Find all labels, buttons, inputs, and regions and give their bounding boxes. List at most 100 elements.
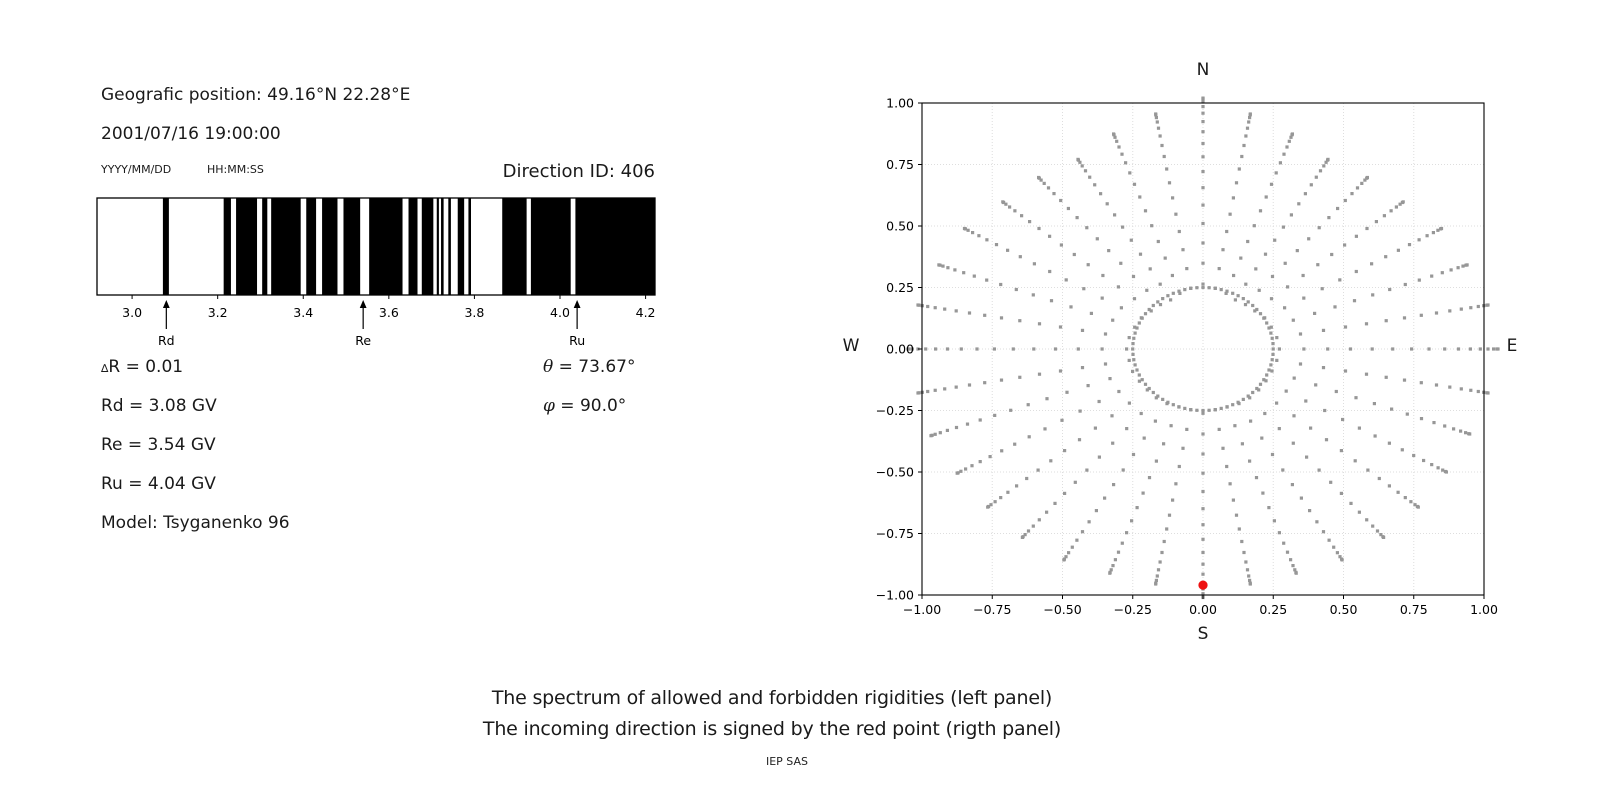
direction-dot bbox=[1093, 183, 1097, 187]
direction-dot bbox=[1264, 195, 1268, 199]
direction-dot bbox=[1195, 408, 1199, 412]
direction-dot bbox=[1201, 282, 1205, 286]
direction-dot bbox=[1417, 238, 1421, 242]
direction-dot bbox=[1151, 303, 1155, 308]
direction-dot bbox=[999, 316, 1004, 320]
direction-dot bbox=[1302, 347, 1306, 351]
direction-dot bbox=[1271, 342, 1275, 346]
direction-dot bbox=[1001, 200, 1005, 204]
direction-dot bbox=[994, 243, 999, 247]
direction-dot bbox=[1430, 274, 1434, 278]
direction-dot bbox=[1125, 347, 1129, 351]
direction-dot bbox=[1440, 271, 1444, 275]
direction-dot bbox=[1155, 574, 1159, 578]
direction-dot bbox=[1201, 170, 1205, 174]
direction-dot bbox=[1161, 297, 1165, 301]
direction-dot bbox=[1127, 401, 1131, 405]
x-tick-label: 3.6 bbox=[379, 305, 399, 320]
direction-dot bbox=[1130, 519, 1134, 523]
direction-dot bbox=[1064, 555, 1068, 559]
direction-dot bbox=[1115, 139, 1119, 143]
direction-dot bbox=[1095, 237, 1099, 241]
compass-west-label: W bbox=[842, 336, 860, 356]
direction-id-label: Direction ID: 406 bbox=[502, 161, 655, 182]
direction-dot bbox=[1237, 167, 1241, 171]
direction-dot bbox=[1006, 490, 1010, 494]
direction-dot bbox=[1121, 468, 1125, 472]
direction-dot bbox=[1069, 305, 1073, 309]
direction-dot bbox=[1161, 397, 1165, 401]
x-tick-label: 3.4 bbox=[293, 305, 313, 320]
direction-dot bbox=[1201, 523, 1205, 527]
direction-dot bbox=[1201, 130, 1205, 134]
marker-label: Re bbox=[355, 333, 371, 348]
spectrum-frame bbox=[96, 197, 656, 296]
direction-dot bbox=[1240, 442, 1244, 446]
direction-dot bbox=[999, 282, 1003, 287]
direction-dot bbox=[916, 391, 920, 395]
direction-dot bbox=[1162, 539, 1166, 544]
direction-dot bbox=[1443, 424, 1447, 428]
direction-dot bbox=[1246, 239, 1250, 244]
direction-dot bbox=[1294, 571, 1298, 575]
direction-dot bbox=[1011, 347, 1015, 351]
direction-dot bbox=[1384, 255, 1388, 259]
direction-dot bbox=[1241, 297, 1245, 301]
direction-dot bbox=[1390, 407, 1394, 411]
direction-dot bbox=[1269, 363, 1273, 367]
compass-east-label: E bbox=[1506, 336, 1518, 356]
direction-dot bbox=[1430, 463, 1434, 467]
direction-dot bbox=[1163, 256, 1167, 260]
direction-dot bbox=[1285, 145, 1289, 149]
direction-dot bbox=[1113, 558, 1117, 562]
theta-value-label: θ = 73.67° bbox=[543, 357, 636, 377]
direction-dot bbox=[1254, 476, 1259, 480]
direction-dot bbox=[924, 347, 928, 351]
direction-dot bbox=[1009, 408, 1013, 412]
direction-dot bbox=[1119, 306, 1123, 310]
direction-dot bbox=[1274, 171, 1278, 175]
direction-dot bbox=[1141, 491, 1145, 495]
direction-dot bbox=[1338, 555, 1342, 559]
direction-dot bbox=[1105, 202, 1109, 206]
direction-dot bbox=[1269, 182, 1274, 186]
direction-dot bbox=[933, 306, 937, 310]
model-label: Model: Tsyganenko 96 bbox=[101, 513, 290, 533]
direction-dot bbox=[1476, 389, 1480, 394]
direction-dot bbox=[1459, 307, 1463, 311]
direction-dot bbox=[1075, 538, 1079, 542]
direction-dot bbox=[1053, 501, 1057, 505]
direction-dot bbox=[1167, 513, 1172, 517]
direction-dot bbox=[1201, 261, 1205, 265]
direction-dot bbox=[1137, 379, 1141, 383]
forbidden-band bbox=[223, 198, 231, 295]
direction-dot bbox=[1394, 205, 1398, 209]
direction-dot bbox=[1111, 318, 1115, 322]
direction-dot bbox=[1292, 376, 1296, 380]
direction-dot bbox=[1143, 312, 1148, 316]
forbidden-band bbox=[306, 198, 317, 295]
direction-dot bbox=[1195, 286, 1199, 290]
direction-dot bbox=[1398, 202, 1402, 206]
forbidden-band bbox=[271, 198, 301, 295]
direction-dot bbox=[1419, 381, 1423, 385]
direction-dot bbox=[1400, 448, 1404, 452]
direction-dot bbox=[1077, 438, 1082, 442]
direction-dot bbox=[1382, 214, 1386, 218]
direction-dot bbox=[1156, 239, 1160, 244]
direction-dot bbox=[1343, 243, 1347, 247]
direction-dot bbox=[1417, 278, 1421, 282]
x-tick-label: 0.75 bbox=[1400, 602, 1428, 617]
direction-dot bbox=[1353, 459, 1357, 463]
direction-dot bbox=[1244, 282, 1248, 286]
direction-dot bbox=[1094, 509, 1098, 513]
direction-dot bbox=[1257, 388, 1261, 392]
direction-dot bbox=[1444, 470, 1448, 474]
direction-dot bbox=[1387, 484, 1391, 488]
direction-dot bbox=[1221, 248, 1225, 252]
direction-dot bbox=[1086, 384, 1090, 388]
direction-dot bbox=[986, 505, 990, 509]
direction-dot bbox=[1244, 134, 1248, 138]
y-tick-label: 0.00 bbox=[886, 341, 914, 356]
direction-dot bbox=[954, 385, 958, 389]
